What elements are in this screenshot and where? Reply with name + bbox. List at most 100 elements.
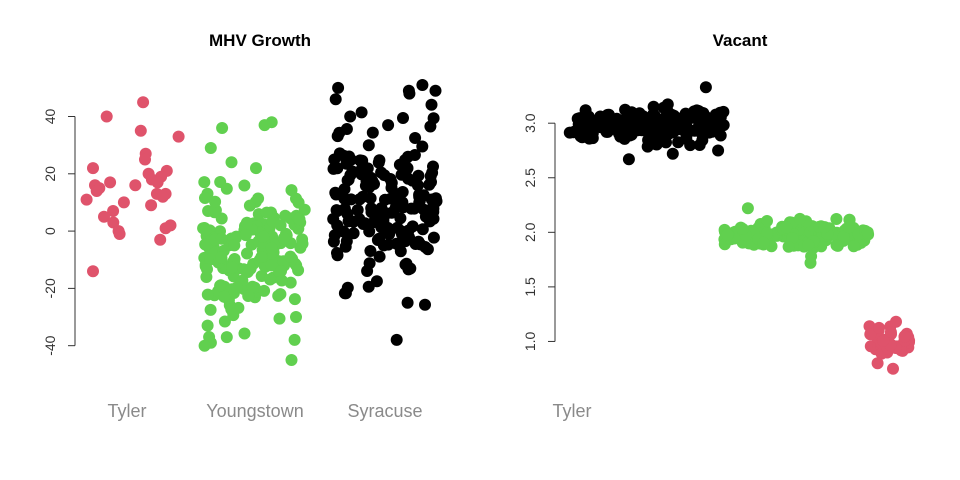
y-tick-label: 1.0 [522, 332, 538, 352]
data-point [264, 273, 277, 286]
data-point [232, 301, 245, 314]
data-point [757, 236, 770, 249]
data-point [830, 239, 843, 252]
data-point [871, 357, 884, 370]
data-point [244, 262, 257, 275]
chart-title: Vacant [713, 31, 768, 50]
data-point [649, 111, 662, 124]
data-point [416, 79, 429, 91]
data-point [364, 245, 377, 257]
data-point [679, 116, 692, 129]
data-point [377, 239, 390, 252]
data-point [693, 139, 706, 151]
data-point [396, 186, 409, 198]
data-point [397, 112, 409, 124]
data-point [419, 241, 432, 253]
data-point [240, 216, 253, 229]
data-point [382, 119, 395, 132]
data-point [402, 150, 414, 163]
data-point [215, 251, 228, 264]
y-tick-label: -20 [42, 278, 58, 298]
data-point [288, 333, 301, 346]
data-point [861, 226, 874, 239]
data-point [578, 115, 591, 128]
data-point [275, 265, 287, 278]
data-point [285, 354, 298, 366]
data-point [656, 126, 669, 139]
data-point [228, 239, 241, 252]
data-point [622, 153, 635, 166]
data-point [657, 101, 670, 114]
data-point [602, 108, 615, 121]
data-point [428, 197, 440, 210]
data-point [139, 153, 151, 166]
data-point [402, 224, 415, 237]
data-point [220, 182, 233, 195]
data-point [373, 154, 386, 167]
data-point [216, 122, 229, 134]
data-point [87, 162, 99, 175]
data-point [710, 111, 723, 124]
data-point [890, 315, 902, 328]
data-point [619, 103, 632, 116]
data-point [416, 223, 429, 236]
category-label: Tyler [552, 401, 591, 421]
data-point [383, 228, 396, 241]
mhv-growth-panel: MHV Growth -40 -20 0 20 40 Tyler Youngstown Sy… [42, 31, 443, 421]
data-point [424, 170, 437, 183]
data-point [258, 284, 271, 297]
y-axis: -40 -20 0 20 40 [42, 109, 76, 356]
data-point [668, 109, 680, 122]
data-point [741, 202, 754, 215]
data-point [172, 130, 185, 143]
data-point [204, 303, 217, 316]
data-point [342, 173, 355, 186]
data-point [427, 160, 439, 173]
data-point [356, 166, 369, 179]
data-point [331, 219, 344, 232]
data-point [362, 280, 375, 293]
data-point [639, 111, 652, 124]
data-point [156, 190, 169, 203]
data-point [884, 326, 897, 339]
data-point [429, 84, 442, 97]
data-point [394, 212, 407, 225]
data-point [134, 124, 147, 137]
data-point [411, 179, 424, 192]
data-point [154, 233, 167, 246]
data-point [365, 202, 378, 215]
data-point [98, 210, 110, 223]
data-point [650, 138, 663, 151]
data-point [373, 250, 386, 263]
data-point [274, 219, 287, 232]
data-point [296, 237, 309, 250]
data-point [246, 280, 259, 293]
data-point [413, 196, 426, 209]
data-point [898, 330, 911, 343]
data-point [151, 176, 164, 189]
data-point [631, 124, 644, 137]
data-point [761, 227, 773, 240]
data-point [409, 132, 422, 144]
data-point [347, 227, 360, 240]
data-point [329, 93, 342, 106]
data-point [362, 139, 375, 152]
data-point [209, 204, 222, 217]
data-point [579, 104, 592, 117]
data-point [265, 259, 278, 272]
data-point [265, 241, 278, 254]
data-point [198, 176, 211, 189]
data-point [242, 290, 255, 302]
data-point [137, 96, 150, 109]
chart-title: MHV Growth [209, 31, 311, 50]
data-point [338, 183, 351, 196]
data-point [425, 98, 438, 111]
data-point [201, 288, 214, 301]
category-label: Youngstown [206, 401, 303, 421]
data-point [243, 199, 256, 212]
y-axis: 1.0 1.5 2.0 2.5 3.0 [522, 113, 556, 352]
data-point [340, 123, 353, 135]
data-point [684, 139, 697, 152]
data-point [355, 106, 368, 119]
data-point [364, 192, 377, 205]
